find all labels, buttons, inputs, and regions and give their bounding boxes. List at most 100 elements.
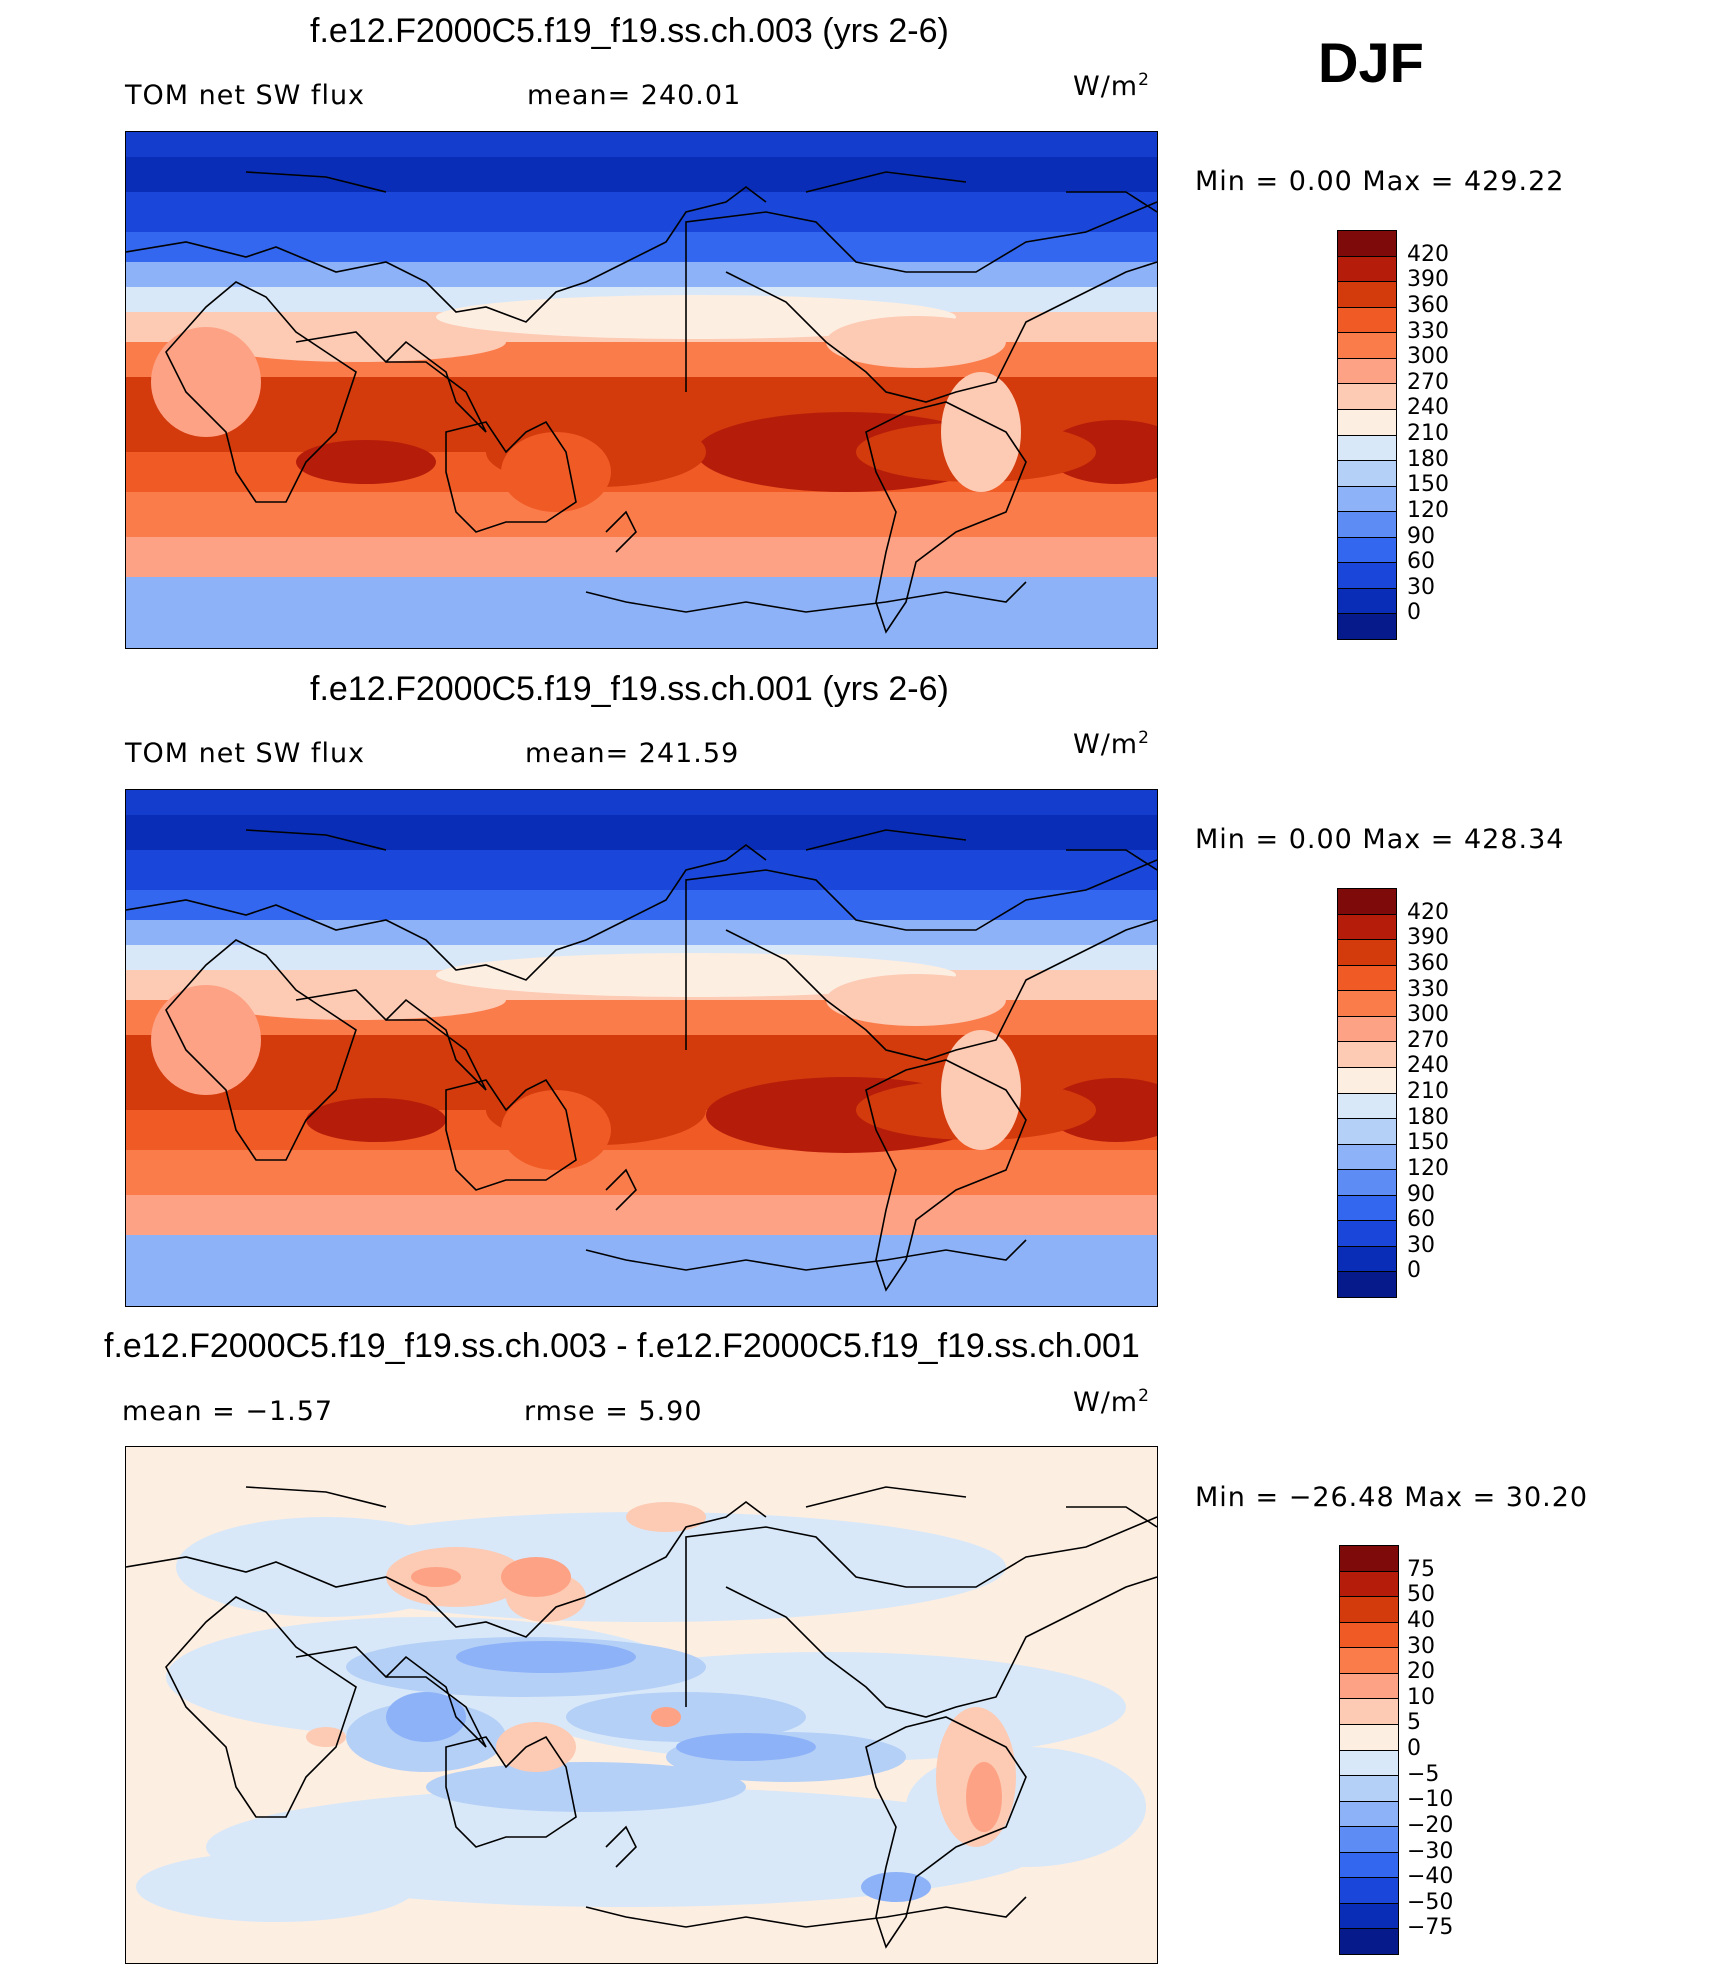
colorbar-tick-label: 360 [1407,950,1449,976]
panel-2-map [125,789,1158,1307]
colorbar-tick-label: 90 [1407,1181,1435,1207]
colorbar-swatch [1338,914,1396,941]
colorbar-tick-label: 420 [1407,899,1449,925]
panel-3-mean-label: mean = −1.57 [122,1396,334,1427]
colorbar-swatch [1338,1195,1396,1222]
panel-2-colorbar-boxes [1337,888,1397,1298]
colorbar-tick-label: −75 [1407,1915,1454,1941]
colorbar-swatch [1338,537,1396,564]
season-label: DJF [1318,31,1424,94]
colorbar-swatch [1340,1929,1398,1954]
colorbar-swatch [1340,1673,1398,1700]
colorbar-swatch [1338,940,1396,966]
colorbar-tick-label: 30 [1407,1232,1435,1258]
colorbar-swatch [1338,1170,1396,1196]
panel-1-map-graphic [126,132,1157,648]
colorbar-tick-label: 60 [1407,1207,1435,1233]
colorbar-swatch [1340,1622,1398,1649]
colorbar-tick-label: 300 [1407,344,1449,370]
colorbar-tick-label: 120 [1407,497,1449,523]
colorbar-tick-label: 40 [1407,1607,1435,1633]
panel-3-map [125,1446,1158,1964]
colorbar-swatch [1340,1699,1398,1725]
colorbar-tick-label: 180 [1407,1104,1449,1130]
colorbar-swatch [1338,889,1396,915]
colorbar-swatch [1338,614,1396,639]
colorbar-swatch [1338,1042,1396,1068]
colorbar-swatch [1338,1067,1396,1094]
panel-2-colorbar-swatches [1338,889,1396,1297]
panel-3-colorbar-boxes [1339,1545,1399,1955]
colorbar-swatch [1340,1597,1398,1623]
colorbar-tick-label: 30 [1407,574,1435,600]
colorbar-swatch [1338,231,1396,257]
colorbar-swatch [1338,512,1396,538]
colorbar-swatch [1338,307,1396,334]
colorbar-swatch [1338,435,1396,462]
colorbar-tick-label: −40 [1407,1864,1454,1890]
panel-3-title: f.e12.F2000C5.f19_f19.ss.ch.003 - f.e12.… [104,1327,1140,1365]
colorbar-tick-label: −20 [1407,1812,1454,1838]
panel-3-rmse-label: rmse = 5.90 [524,1396,703,1427]
colorbar-tick-label: 420 [1407,241,1449,267]
colorbar-swatch [1338,1093,1396,1120]
colorbar-swatch [1340,1776,1398,1802]
colorbar-tick-label: 360 [1407,292,1449,318]
colorbar-tick-label: 150 [1407,472,1449,498]
panel-1-title: f.e12.F2000C5.f19_f19.ss.ch.003 (yrs 2-6… [310,12,949,50]
panel-3-units: W/m2 [1073,1386,1150,1418]
colorbar-swatch [1338,1144,1396,1171]
colorbar-swatch [1338,1246,1396,1273]
colorbar-swatch [1340,1724,1398,1751]
colorbar-tick-label: 210 [1407,1079,1449,1104]
colorbar-tick-label: 10 [1407,1684,1435,1710]
panel-3-map-graphic [126,1447,1157,1963]
colorbar-swatch [1340,1878,1398,1904]
panel-2-mean-label: mean= 241.59 [525,738,740,769]
colorbar-swatch [1338,333,1396,359]
panel-1-colorbar-swatches [1338,231,1396,639]
colorbar-tick-label: 390 [1407,267,1449,293]
colorbar-tick-label: −10 [1407,1787,1454,1813]
colorbar-tick-label: 120 [1407,1155,1449,1181]
colorbar-swatch [1340,1648,1398,1674]
panel-1-mean-label: mean= 240.01 [527,80,742,111]
colorbar-swatch [1338,409,1396,436]
colorbar-tick-label: −50 [1407,1889,1454,1915]
panel-2-map-graphic [126,790,1157,1306]
colorbar-tick-label: 60 [1407,549,1435,575]
colorbar-swatch [1340,1750,1398,1777]
colorbar-tick-label: 270 [1407,1027,1449,1053]
colorbar-swatch [1338,1119,1396,1145]
colorbar-swatch [1338,1272,1396,1297]
colorbar-tick-label: 330 [1407,318,1449,344]
colorbar-swatch [1340,1801,1398,1828]
panel-2-min-max: Min = 0.00 Max = 428.34 [1195,824,1565,855]
panel-1-units: W/m2 [1073,70,1150,102]
colorbar-swatch [1340,1852,1398,1879]
panel-2-title: f.e12.F2000C5.f19_f19.ss.ch.001 (yrs 2-6… [310,670,949,708]
colorbar-tick-label: 0 [1407,600,1421,626]
colorbar-swatch [1338,588,1396,615]
colorbar-swatch [1338,461,1396,487]
panel-3-min-max: Min = −26.48 Max = 30.20 [1195,1482,1589,1513]
colorbar-tick-label: 0 [1407,1258,1421,1284]
colorbar-tick-label: 330 [1407,976,1449,1002]
colorbar-tick-label: 20 [1407,1659,1435,1685]
colorbar-swatch [1338,358,1396,385]
colorbar-swatch [1338,1016,1396,1043]
colorbar-tick-label: 270 [1407,369,1449,395]
colorbar-swatch [1338,256,1396,283]
colorbar-swatch [1338,1221,1396,1247]
colorbar-tick-label: 30 [1407,1633,1435,1659]
panel-1-min-max: Min = 0.00 Max = 429.22 [1195,166,1565,197]
colorbar-swatch [1340,1903,1398,1930]
panel-1-colorbar: 420 390 360 330 300 270 240 210 180 150 120 90 60 30 0 [1337,230,1457,640]
colorbar-swatch [1340,1546,1398,1572]
colorbar-swatch [1338,965,1396,992]
colorbar-tick-label: 300 [1407,1002,1449,1028]
panel-3-colorbar-swatches [1340,1546,1398,1954]
colorbar-swatch [1338,991,1396,1017]
colorbar-swatch [1340,1827,1398,1853]
colorbar-swatch [1338,384,1396,410]
